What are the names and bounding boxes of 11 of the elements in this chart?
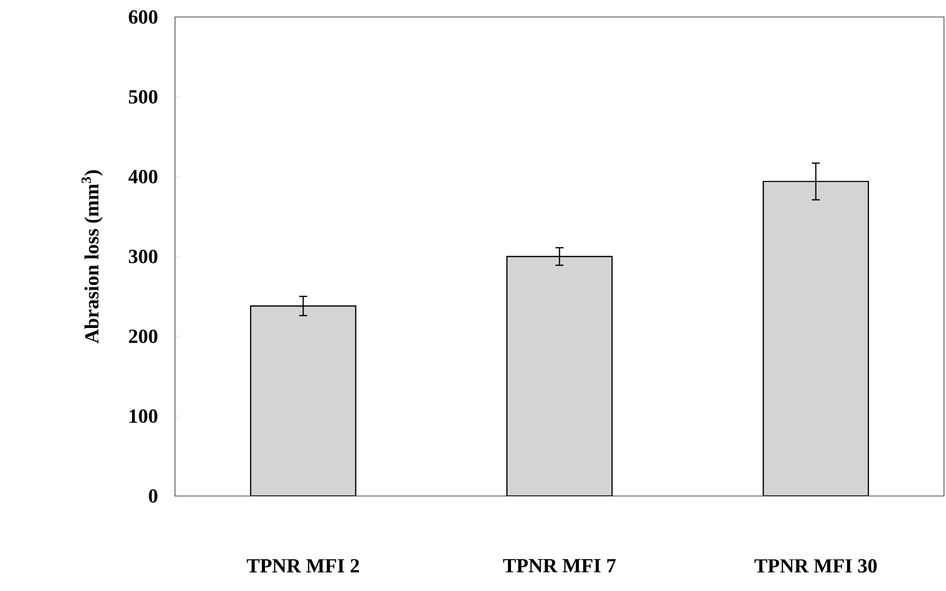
y-tick-label: 300 — [128, 250, 158, 264]
y-tick-label: 0 — [148, 489, 158, 503]
x-tick-label: TPNR MFI 2 — [246, 559, 359, 572]
y-tick-label: 100 — [130, 409, 158, 423]
y-tick-label: 600 — [128, 10, 158, 24]
y-tick-label: 500 — [128, 90, 158, 104]
y-axis-title: Abrasion loss (mm$^{3}$) — [82, 170, 103, 344]
y-tick-label: 200 — [128, 330, 158, 344]
x-tick-label: TPNR MFI 30 — [754, 559, 877, 573]
y-tick-label: 400 — [128, 170, 158, 184]
x-tick-label: TPNR MFI 7 — [503, 559, 616, 572]
